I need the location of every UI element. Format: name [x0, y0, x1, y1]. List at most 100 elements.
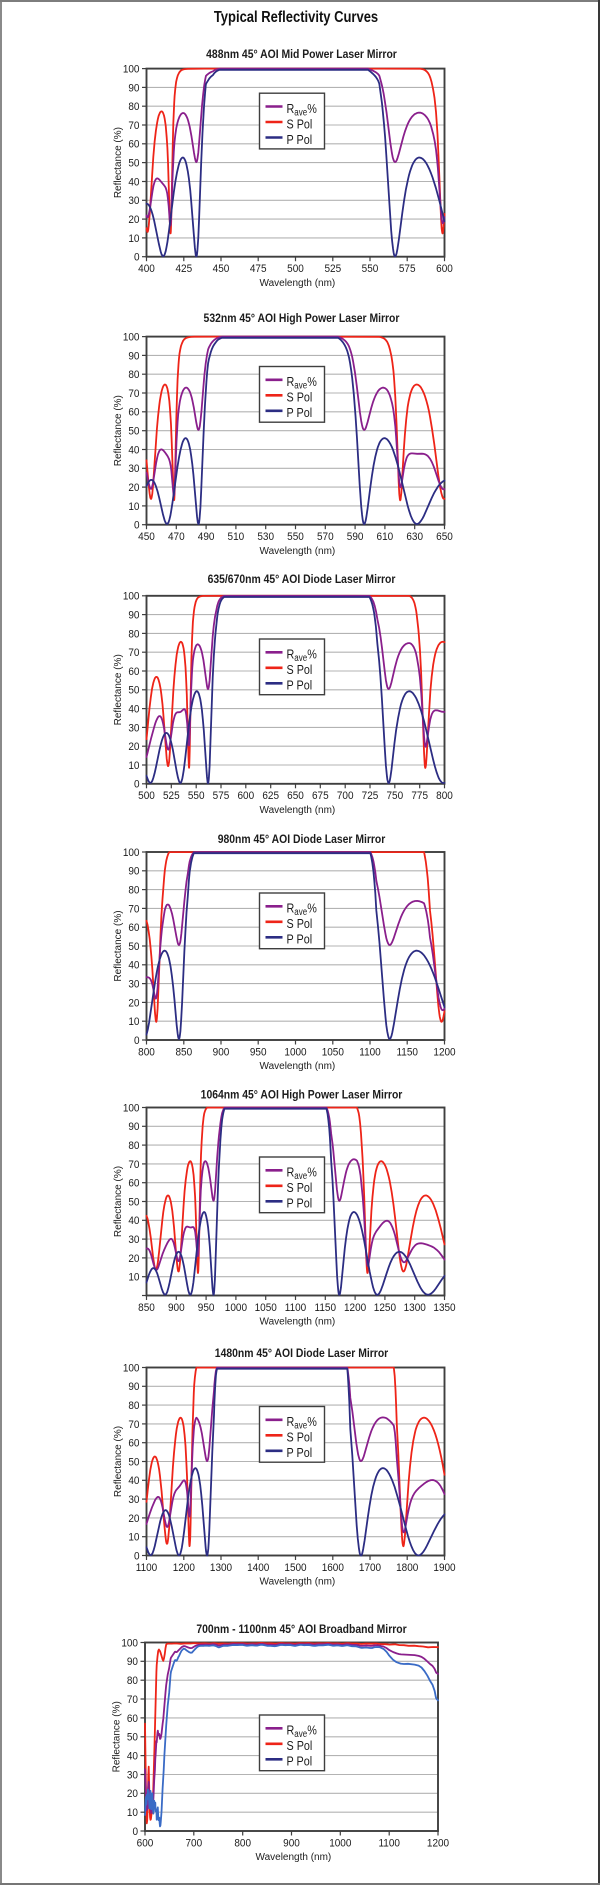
- svg-text:20: 20: [128, 997, 139, 1010]
- svg-text:610: 610: [377, 531, 394, 544]
- svg-text:70: 70: [127, 1694, 138, 1707]
- svg-text:50: 50: [128, 425, 139, 438]
- svg-text:675: 675: [312, 790, 329, 803]
- svg-text:650: 650: [436, 531, 453, 544]
- svg-text:30: 30: [128, 1494, 139, 1507]
- svg-text:90: 90: [128, 350, 139, 363]
- svg-text:60: 60: [127, 1712, 138, 1725]
- svg-text:30: 30: [128, 463, 139, 476]
- svg-text:30: 30: [128, 195, 139, 208]
- svg-text:700: 700: [185, 1837, 202, 1850]
- svg-text:450: 450: [213, 263, 230, 276]
- svg-text:50: 50: [128, 1196, 139, 1209]
- svg-text:1200: 1200: [344, 1301, 366, 1314]
- svg-text:100: 100: [123, 63, 140, 76]
- svg-text:800: 800: [436, 790, 453, 803]
- svg-text:40: 40: [128, 1215, 139, 1228]
- svg-text:0: 0: [132, 1825, 138, 1838]
- svg-text:10: 10: [128, 1531, 139, 1544]
- svg-text:50: 50: [128, 1456, 139, 1469]
- svg-text:600: 600: [137, 1837, 154, 1850]
- svg-text:Wavelength (nm): Wavelength (nm): [260, 1061, 336, 1072]
- svg-text:50: 50: [127, 1731, 138, 1744]
- svg-text:60: 60: [128, 138, 139, 151]
- svg-text:775: 775: [411, 790, 428, 803]
- svg-text:60: 60: [128, 406, 139, 419]
- svg-text:70: 70: [128, 903, 139, 916]
- svg-text:525: 525: [324, 263, 341, 276]
- svg-text:30: 30: [128, 1234, 139, 1247]
- svg-text:510: 510: [228, 531, 245, 544]
- svg-text:20: 20: [128, 214, 139, 227]
- svg-text:1700: 1700: [359, 1561, 381, 1574]
- svg-text:20: 20: [127, 1788, 138, 1801]
- svg-text:Reflectance (%): Reflectance (%): [113, 1166, 124, 1237]
- svg-text:S Pol: S Pol: [287, 116, 313, 131]
- svg-text:10: 10: [128, 500, 139, 513]
- svg-text:1100: 1100: [378, 1837, 400, 1850]
- svg-text:30: 30: [128, 722, 139, 735]
- svg-text:30: 30: [128, 978, 139, 991]
- svg-text:50: 50: [128, 157, 139, 170]
- svg-text:625: 625: [262, 790, 279, 803]
- svg-text:Reflectance (%): Reflectance (%): [113, 654, 124, 725]
- svg-text:Rave%: Rave%: [287, 647, 318, 664]
- svg-text:70: 70: [128, 387, 139, 400]
- svg-text:500: 500: [138, 790, 155, 803]
- svg-text:100: 100: [123, 1102, 140, 1115]
- svg-text:532nm 45° AOI High Power Laser: 532nm 45° AOI High Power Laser Mirror: [204, 312, 400, 325]
- svg-text:900: 900: [283, 1837, 300, 1850]
- svg-text:Rave%: Rave%: [287, 101, 318, 118]
- svg-text:635/670nm 45° AOI Diode Laser: 635/670nm 45° AOI Diode Laser Mirror: [208, 573, 396, 586]
- svg-text:Wavelength (nm): Wavelength (nm): [260, 1317, 336, 1328]
- svg-text:800: 800: [234, 1837, 251, 1850]
- svg-text:Reflectance (%): Reflectance (%): [113, 910, 124, 981]
- svg-text:1300: 1300: [404, 1301, 426, 1314]
- svg-text:1200: 1200: [427, 1837, 449, 1850]
- svg-text:1800: 1800: [396, 1561, 418, 1574]
- svg-text:50: 50: [128, 684, 139, 697]
- svg-text:90: 90: [128, 865, 139, 878]
- svg-text:100: 100: [121, 1637, 138, 1650]
- svg-text:1064nm 45° AOI High Power Lase: 1064nm 45° AOI High Power Laser Mirror: [201, 1089, 403, 1102]
- svg-text:90: 90: [128, 1381, 139, 1394]
- svg-text:850: 850: [138, 1301, 155, 1314]
- svg-text:1600: 1600: [322, 1561, 344, 1574]
- svg-text:475: 475: [250, 263, 267, 276]
- svg-text:100: 100: [123, 1362, 140, 1375]
- svg-text:20: 20: [128, 1252, 139, 1265]
- svg-text:550: 550: [287, 531, 304, 544]
- svg-text:575: 575: [399, 263, 416, 276]
- svg-text:100: 100: [123, 846, 140, 859]
- svg-text:Rave%: Rave%: [287, 1723, 318, 1740]
- svg-text:Wavelength (nm): Wavelength (nm): [260, 1577, 336, 1588]
- svg-text:90: 90: [128, 82, 139, 95]
- svg-text:80: 80: [127, 1675, 138, 1688]
- svg-text:1000: 1000: [225, 1301, 247, 1314]
- svg-text:80: 80: [128, 628, 139, 641]
- svg-text:0: 0: [134, 519, 140, 532]
- svg-text:P Pol: P Pol: [287, 1196, 313, 1211]
- svg-text:P Pol: P Pol: [287, 678, 313, 693]
- svg-text:60: 60: [128, 922, 139, 935]
- svg-text:10: 10: [127, 1807, 138, 1820]
- svg-text:570: 570: [317, 531, 334, 544]
- svg-text:90: 90: [128, 609, 139, 622]
- svg-text:470: 470: [168, 531, 185, 544]
- svg-text:P Pol: P Pol: [287, 405, 313, 420]
- svg-text:1150: 1150: [315, 1301, 337, 1314]
- svg-text:Rave%: Rave%: [287, 1165, 318, 1182]
- svg-text:600: 600: [436, 263, 453, 276]
- svg-text:575: 575: [213, 790, 230, 803]
- svg-text:950: 950: [198, 1301, 215, 1314]
- svg-text:1500: 1500: [284, 1561, 306, 1574]
- svg-text:525: 525: [163, 790, 180, 803]
- svg-text:100: 100: [123, 331, 140, 344]
- svg-text:70: 70: [128, 1418, 139, 1431]
- svg-text:S Pol: S Pol: [287, 1180, 313, 1195]
- svg-text:80: 80: [128, 101, 139, 114]
- svg-text:0: 0: [134, 1034, 140, 1047]
- svg-text:40: 40: [128, 176, 139, 189]
- svg-text:980nm 45° AOI Diode Laser Mirr: 980nm 45° AOI Diode Laser Mirror: [218, 833, 386, 846]
- svg-text:725: 725: [362, 790, 379, 803]
